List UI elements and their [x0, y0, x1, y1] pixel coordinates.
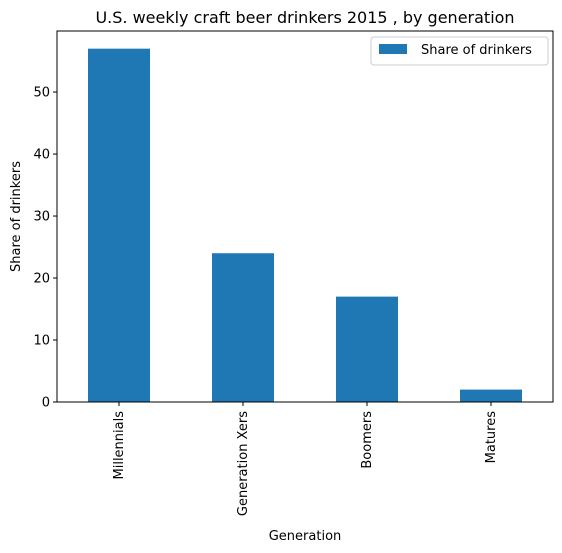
legend-swatch [379, 44, 407, 54]
x-axis-label: Generation [269, 529, 342, 544]
y-tick-label: 30 [33, 210, 50, 225]
x-tick-label: Boomers [360, 411, 375, 469]
chart-title: U.S. weekly craft beer drinkers 2015 , b… [95, 8, 514, 27]
bar [460, 389, 522, 402]
y-axis-label: Share of drinkers [9, 161, 24, 272]
plot-area: Millennials Generation Xers Boomers Matures… [33, 48, 522, 516]
y-tick-label: 10 [33, 334, 50, 349]
x-tick-label: Millennials [112, 411, 127, 480]
x-tick-label: Matures [484, 411, 499, 464]
axes-frame [56, 30, 554, 403]
legend-label: Share of drinkers [421, 43, 532, 58]
y-tick-label: 50 [33, 86, 50, 101]
legend: Share of drinkers [370, 36, 549, 66]
y-tick-label: 40 [33, 148, 50, 163]
bar [336, 296, 398, 402]
y-tick-label: 20 [33, 272, 50, 287]
bar [212, 253, 274, 402]
legend-box [370, 36, 549, 66]
y-tick-label: 0 [42, 396, 50, 411]
bar [88, 48, 150, 403]
x-tick-label: Generation Xers [236, 411, 251, 516]
